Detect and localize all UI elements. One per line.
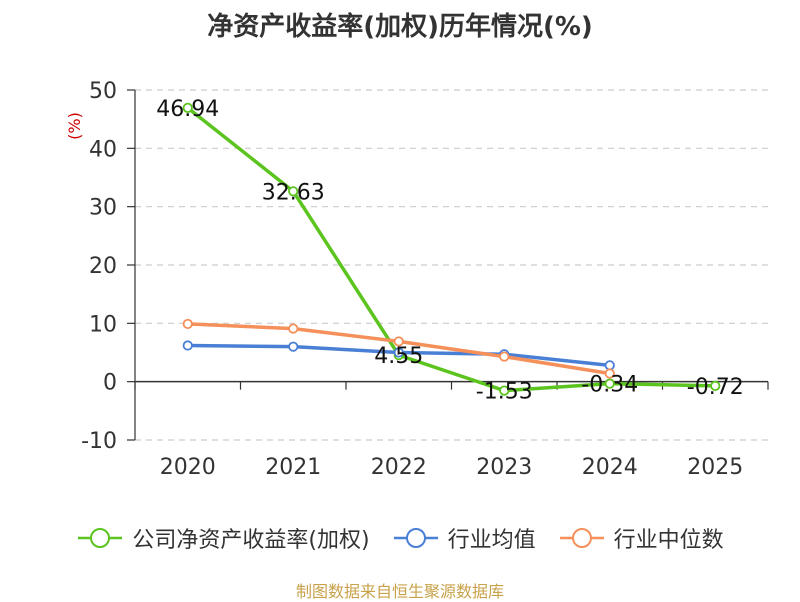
y-axis-label: (%) [65, 112, 84, 140]
x-tick-label: 2020 [160, 455, 216, 480]
data-point [288, 341, 299, 352]
x-tick-label: 2021 [265, 455, 321, 480]
legend-label: 行业中位数 [613, 528, 724, 553]
y-tick-label: -10 [81, 429, 117, 454]
legend-swatch [393, 528, 438, 548]
legend-label: 公司净资产收益率(加权) [132, 528, 370, 553]
y-tick-label: 0 [103, 371, 117, 396]
data-label-layer: 46.94 32.63 4.55 -1.53 -0.34 -0.72 [156, 97, 743, 405]
legend-label: 行业均值 [447, 528, 536, 553]
legend: 公司净资产收益率(加权) 行业均值 行业中位数 [0, 520, 800, 556]
data-point [604, 360, 615, 371]
y-tick-label: 10 [89, 312, 117, 337]
data-point [288, 323, 299, 334]
x-tick-label: 2024 [582, 455, 638, 480]
data-point [288, 186, 299, 197]
legend-item[interactable]: 行业中位数 [558, 522, 724, 554]
data-label: 32.63 [262, 180, 325, 205]
y-tick-label: 40 [89, 137, 117, 162]
chart-title: 净资产收益率(加权)历年情况(%) [207, 12, 593, 42]
data-point [604, 378, 615, 389]
data-label: -1.53 [476, 380, 533, 405]
series-layer [182, 102, 721, 396]
data-label: -0.72 [687, 375, 744, 400]
y-tick-label: 30 [89, 196, 117, 221]
data-label: 46.94 [156, 97, 219, 122]
data-point [710, 380, 721, 391]
data-point [604, 368, 615, 379]
y-tick-label: 20 [89, 254, 117, 279]
data-point [393, 336, 404, 347]
x-tick-label: 2023 [476, 455, 532, 480]
data-point [182, 318, 193, 330]
data-point [182, 102, 193, 113]
legend-swatch [559, 528, 604, 548]
data-label: 4.55 [374, 344, 423, 369]
legend-item[interactable]: 行业均值 [392, 522, 536, 554]
data-point [393, 347, 404, 358]
legend-item[interactable]: 公司净资产收益率(加权) [76, 522, 370, 554]
source-note: 制图数据来自恒生聚源数据库 [295, 582, 504, 601]
y-tick-label: 50 [89, 79, 117, 104]
series-line-0 [186, 106, 716, 393]
legend-swatch [78, 528, 123, 548]
data-point [499, 385, 510, 396]
x-tick-label: 2025 [687, 455, 743, 480]
x-tick-label: 2022 [371, 455, 427, 480]
data-point [182, 340, 193, 351]
data-label: -0.34 [581, 373, 638, 398]
axis-layer: -10 0 10 20 30 40 50 2020 2021 2022 2023 2024 2025 (%… [65, 79, 769, 480]
data-point [499, 351, 510, 362]
